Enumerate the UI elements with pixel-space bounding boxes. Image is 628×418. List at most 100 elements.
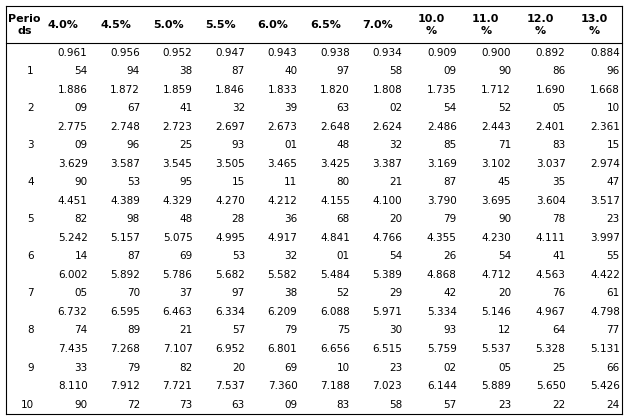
Text: 4.995: 4.995	[215, 233, 245, 243]
Text: 76: 76	[552, 288, 565, 298]
Text: 5.5%: 5.5%	[205, 20, 236, 30]
Text: 24: 24	[607, 400, 620, 410]
Text: 83: 83	[337, 400, 350, 410]
Text: 02: 02	[389, 103, 403, 113]
Text: 5.328: 5.328	[536, 344, 565, 354]
Text: 29: 29	[389, 288, 403, 298]
Text: 98: 98	[127, 214, 140, 224]
Text: 25: 25	[179, 140, 193, 150]
Text: 67: 67	[127, 103, 140, 113]
Text: 05: 05	[553, 103, 565, 113]
Text: 73: 73	[179, 400, 193, 410]
Text: 0.943: 0.943	[268, 48, 298, 58]
Text: 39: 39	[284, 103, 298, 113]
Text: 4.212: 4.212	[268, 196, 298, 206]
Text: 78: 78	[552, 214, 565, 224]
Text: 3.465: 3.465	[268, 159, 298, 169]
Text: 7.0%: 7.0%	[362, 20, 393, 30]
Text: 4.917: 4.917	[268, 233, 298, 243]
Text: 32: 32	[284, 251, 298, 261]
Text: 5.971: 5.971	[372, 307, 403, 317]
Text: 54: 54	[389, 251, 403, 261]
Text: 54: 54	[74, 66, 87, 76]
Text: 33: 33	[74, 362, 87, 372]
Text: 47: 47	[607, 177, 620, 187]
Text: 4.0%: 4.0%	[48, 20, 78, 30]
Text: 1.668: 1.668	[590, 84, 620, 94]
Text: 4.355: 4.355	[427, 233, 457, 243]
Text: 5.889: 5.889	[481, 381, 511, 391]
Text: 3.790: 3.790	[427, 196, 457, 206]
Text: 9: 9	[27, 362, 34, 372]
Text: 0.947: 0.947	[215, 48, 245, 58]
Text: 41: 41	[179, 103, 193, 113]
Text: 0.892: 0.892	[536, 48, 565, 58]
Text: 0.934: 0.934	[372, 48, 403, 58]
Text: 5.075: 5.075	[163, 233, 193, 243]
Text: 23: 23	[389, 362, 403, 372]
Text: 23: 23	[498, 400, 511, 410]
Text: 38: 38	[179, 66, 193, 76]
Text: 2: 2	[27, 103, 34, 113]
Text: 1.690: 1.690	[536, 84, 565, 94]
Text: 4.270: 4.270	[215, 196, 245, 206]
Text: 2.624: 2.624	[372, 122, 403, 132]
Text: 5.537: 5.537	[481, 344, 511, 354]
Text: 7.188: 7.188	[320, 381, 350, 391]
Text: 37: 37	[179, 288, 193, 298]
Text: 32: 32	[232, 103, 245, 113]
Text: 36: 36	[284, 214, 298, 224]
Text: 75: 75	[337, 326, 350, 336]
Text: 4.798: 4.798	[590, 307, 620, 317]
Text: 72: 72	[127, 400, 140, 410]
Text: 2.974: 2.974	[590, 159, 620, 169]
Text: 96: 96	[607, 66, 620, 76]
Text: 48: 48	[179, 214, 193, 224]
Text: 12.0
%: 12.0 %	[526, 14, 554, 36]
Text: 96: 96	[127, 140, 140, 150]
Text: 3.387: 3.387	[372, 159, 403, 169]
Text: 23: 23	[607, 214, 620, 224]
Text: 5.892: 5.892	[110, 270, 140, 280]
Text: 3.604: 3.604	[536, 196, 565, 206]
Text: 10: 10	[607, 103, 620, 113]
Text: 09: 09	[75, 103, 87, 113]
Text: 21: 21	[179, 326, 193, 336]
Text: 58: 58	[389, 66, 403, 76]
Text: 41: 41	[552, 251, 565, 261]
Text: 01: 01	[284, 140, 298, 150]
Text: 57: 57	[232, 326, 245, 336]
Text: 7: 7	[27, 288, 34, 298]
Text: 71: 71	[498, 140, 511, 150]
Text: 7.360: 7.360	[268, 381, 298, 391]
Text: 64: 64	[552, 326, 565, 336]
Text: 38: 38	[284, 288, 298, 298]
Text: 79: 79	[127, 362, 140, 372]
Text: 94: 94	[127, 66, 140, 76]
Text: 6.952: 6.952	[215, 344, 245, 354]
Text: 3.545: 3.545	[163, 159, 193, 169]
Text: 68: 68	[337, 214, 350, 224]
Text: 1: 1	[27, 66, 34, 76]
Text: 10.0
%: 10.0 %	[418, 14, 445, 36]
Text: 1.808: 1.808	[372, 84, 403, 94]
Text: 8: 8	[27, 326, 34, 336]
Text: 90: 90	[498, 66, 511, 76]
Text: 0.938: 0.938	[320, 48, 350, 58]
Text: 3.169: 3.169	[427, 159, 457, 169]
Text: 09: 09	[443, 66, 457, 76]
Text: 5.682: 5.682	[215, 270, 245, 280]
Text: 15: 15	[607, 140, 620, 150]
Text: 7.023: 7.023	[372, 381, 403, 391]
Text: 63: 63	[337, 103, 350, 113]
Text: 55: 55	[607, 251, 620, 261]
Text: 6.656: 6.656	[320, 344, 350, 354]
Text: 74: 74	[74, 326, 87, 336]
Text: 83: 83	[552, 140, 565, 150]
Text: 6.515: 6.515	[372, 344, 403, 354]
Text: 6.5%: 6.5%	[310, 20, 341, 30]
Text: 4.100: 4.100	[372, 196, 403, 206]
Text: 89: 89	[127, 326, 140, 336]
Text: 77: 77	[607, 326, 620, 336]
Text: 70: 70	[127, 288, 140, 298]
